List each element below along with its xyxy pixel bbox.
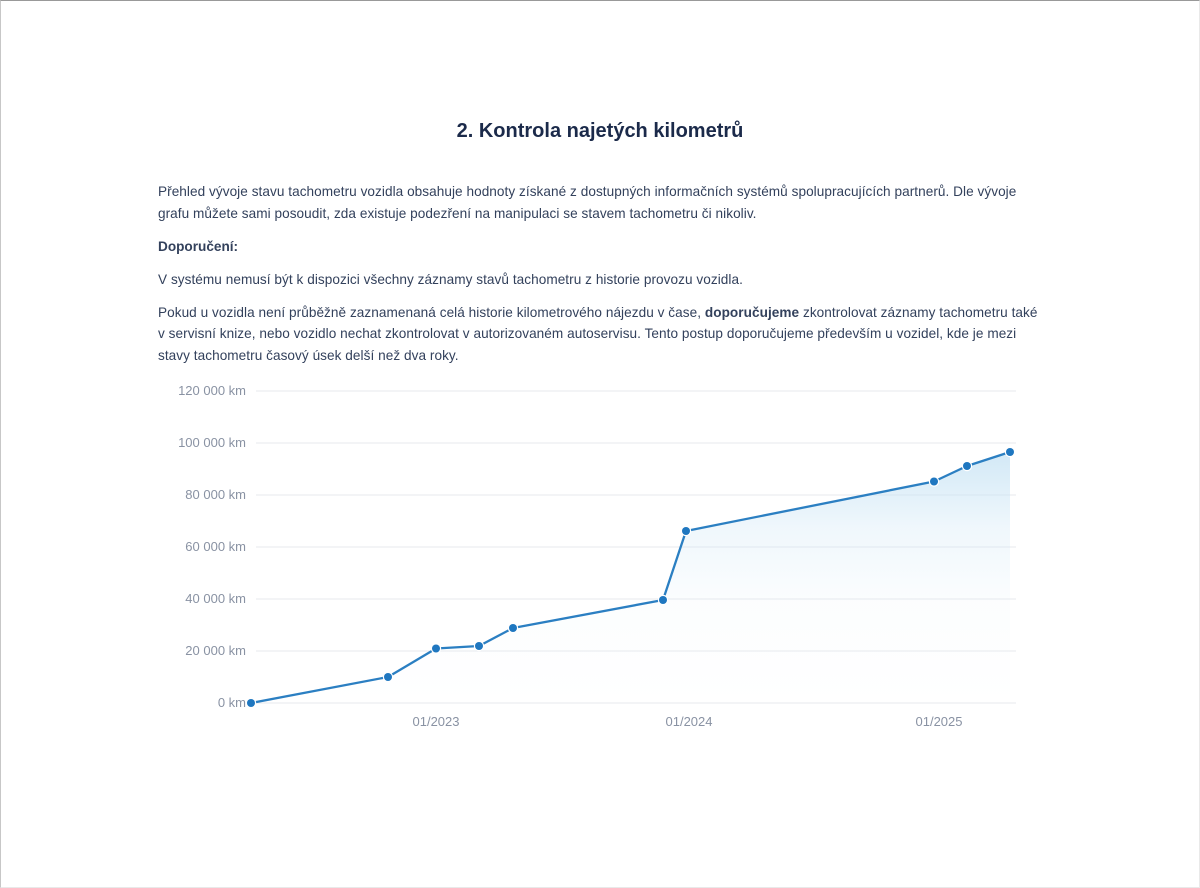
- svg-text:40 000 km: 40 000 km: [185, 591, 246, 606]
- svg-text:20 000 km: 20 000 km: [185, 643, 246, 658]
- svg-text:100 000 km: 100 000 km: [178, 435, 246, 450]
- svg-text:01/2024: 01/2024: [666, 714, 713, 729]
- svg-text:0 km: 0 km: [218, 695, 246, 710]
- svg-text:01/2023: 01/2023: [413, 714, 460, 729]
- svg-text:60 000 km: 60 000 km: [185, 539, 246, 554]
- svg-text:01/2025: 01/2025: [916, 714, 963, 729]
- svg-text:80 000 km: 80 000 km: [185, 487, 246, 502]
- svg-text:120 000 km: 120 000 km: [178, 383, 246, 398]
